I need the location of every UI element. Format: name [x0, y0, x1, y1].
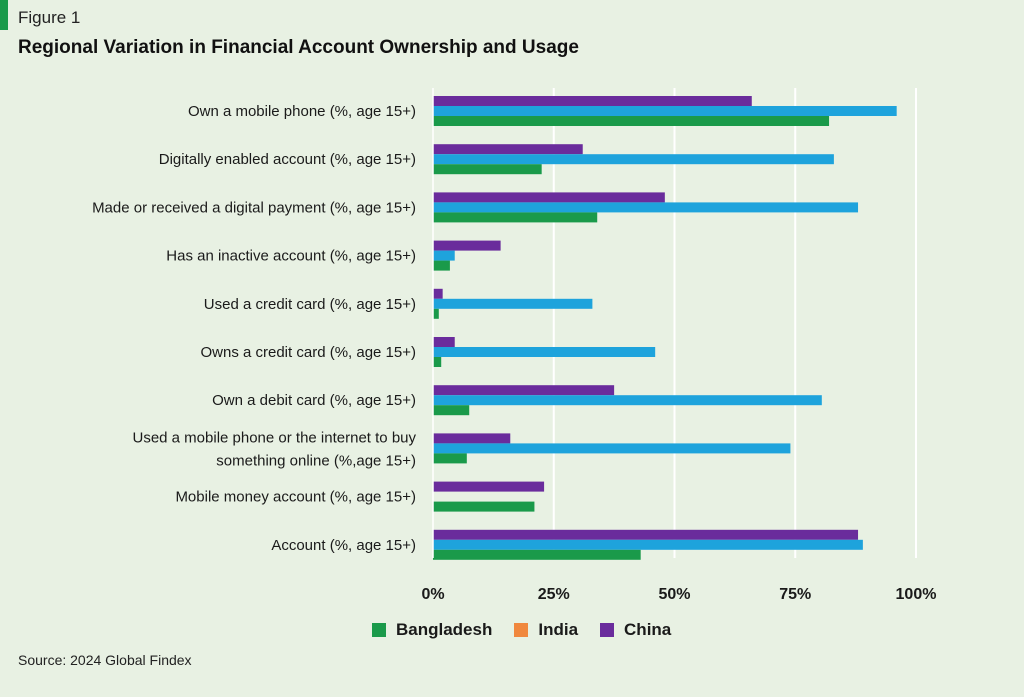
legend-item-india: India [514, 620, 578, 640]
category-label-6: Own a debit card (%, age 15+) [212, 392, 416, 409]
bar-series-1-1 [433, 154, 834, 165]
bar-series-1-9 [433, 539, 863, 550]
legend-item-bangladesh: Bangladesh [372, 620, 492, 640]
bar-series-1-2 [433, 202, 859, 213]
category-label-8: Mobile money account (%, age 15+) [175, 489, 416, 506]
category-label-9: Account (%, age 15+) [271, 537, 416, 554]
bar-series-1-4 [433, 298, 593, 309]
bar-series-1-0 [433, 106, 897, 116]
category-label-7-line-0: Used a mobile phone or the internet to b… [132, 429, 416, 446]
bar-china-6 [433, 385, 615, 396]
bar-bangladesh-0 [433, 116, 830, 126]
category-label-1: Digitally enabled account (%, age 15+) [159, 151, 416, 168]
bar-bangladesh-9 [433, 549, 641, 560]
chart-title: Regional Variation in Financial Account … [18, 37, 579, 58]
bar-china-5 [433, 337, 455, 347]
bar-bangladesh-8 [433, 501, 535, 512]
legend-label-india: India [538, 620, 579, 639]
legend-item-china: China [600, 620, 671, 640]
source-note: Source: 2024 Global Findex [18, 652, 192, 668]
legend-swatch-bangladesh [372, 623, 386, 637]
category-label-4: Used a credit card (%, age 15+) [204, 296, 416, 313]
bar-bangladesh-4 [433, 308, 439, 319]
bar-series-1-5 [433, 347, 656, 357]
bar-bangladesh-1 [433, 164, 542, 175]
legend-swatch-india [514, 623, 529, 637]
bar-bangladesh-2 [433, 212, 598, 223]
bar-china-3 [433, 240, 501, 251]
bar-bangladesh-7 [433, 453, 467, 464]
category-label-3: Has an inactive account (%, age 15+) [166, 248, 416, 265]
category-label-5: Owns a credit card (%, age 15+) [200, 344, 416, 361]
bar-chart: Own a mobile phone (%, age 15+) Digitally… [92, 88, 937, 603]
bar-china-2 [433, 192, 665, 203]
legend: Bangladesh India China [372, 620, 671, 640]
x-tick-label-2: 50% [658, 586, 690, 603]
bar-china-0 [433, 96, 752, 106]
figure-label: Figure 1 [18, 8, 81, 27]
category-label-2: Made or received a digital payment (%, a… [92, 199, 416, 216]
category-label-7-line-1: something online (%,age 15+) [216, 452, 416, 469]
legend-swatch-china [600, 623, 615, 637]
bar-series-1-6 [433, 395, 822, 406]
bar-series-1-3 [433, 250, 455, 261]
legend-label-bangladesh: Bangladesh [396, 620, 493, 639]
x-tick-label-3: 75% [779, 586, 811, 603]
bar-china-1 [433, 144, 583, 155]
bar-bangladesh-3 [433, 260, 450, 271]
bar-china-8 [433, 481, 545, 492]
x-tick-label-4: 100% [896, 586, 937, 603]
bar-bangladesh-5 [433, 357, 442, 367]
figure-accent-bar [0, 0, 8, 30]
x-tick-label-0: 0% [421, 586, 444, 603]
bar-bangladesh-6 [433, 405, 470, 416]
x-tick-label-1: 25% [538, 586, 570, 603]
bar-china-7 [433, 433, 511, 444]
bar-series-1-7 [433, 443, 791, 454]
legend-label-china: China [624, 620, 672, 639]
category-label-0: Own a mobile phone (%, age 15+) [188, 103, 416, 120]
bar-china-9 [433, 529, 859, 540]
bar-china-4 [433, 288, 443, 299]
